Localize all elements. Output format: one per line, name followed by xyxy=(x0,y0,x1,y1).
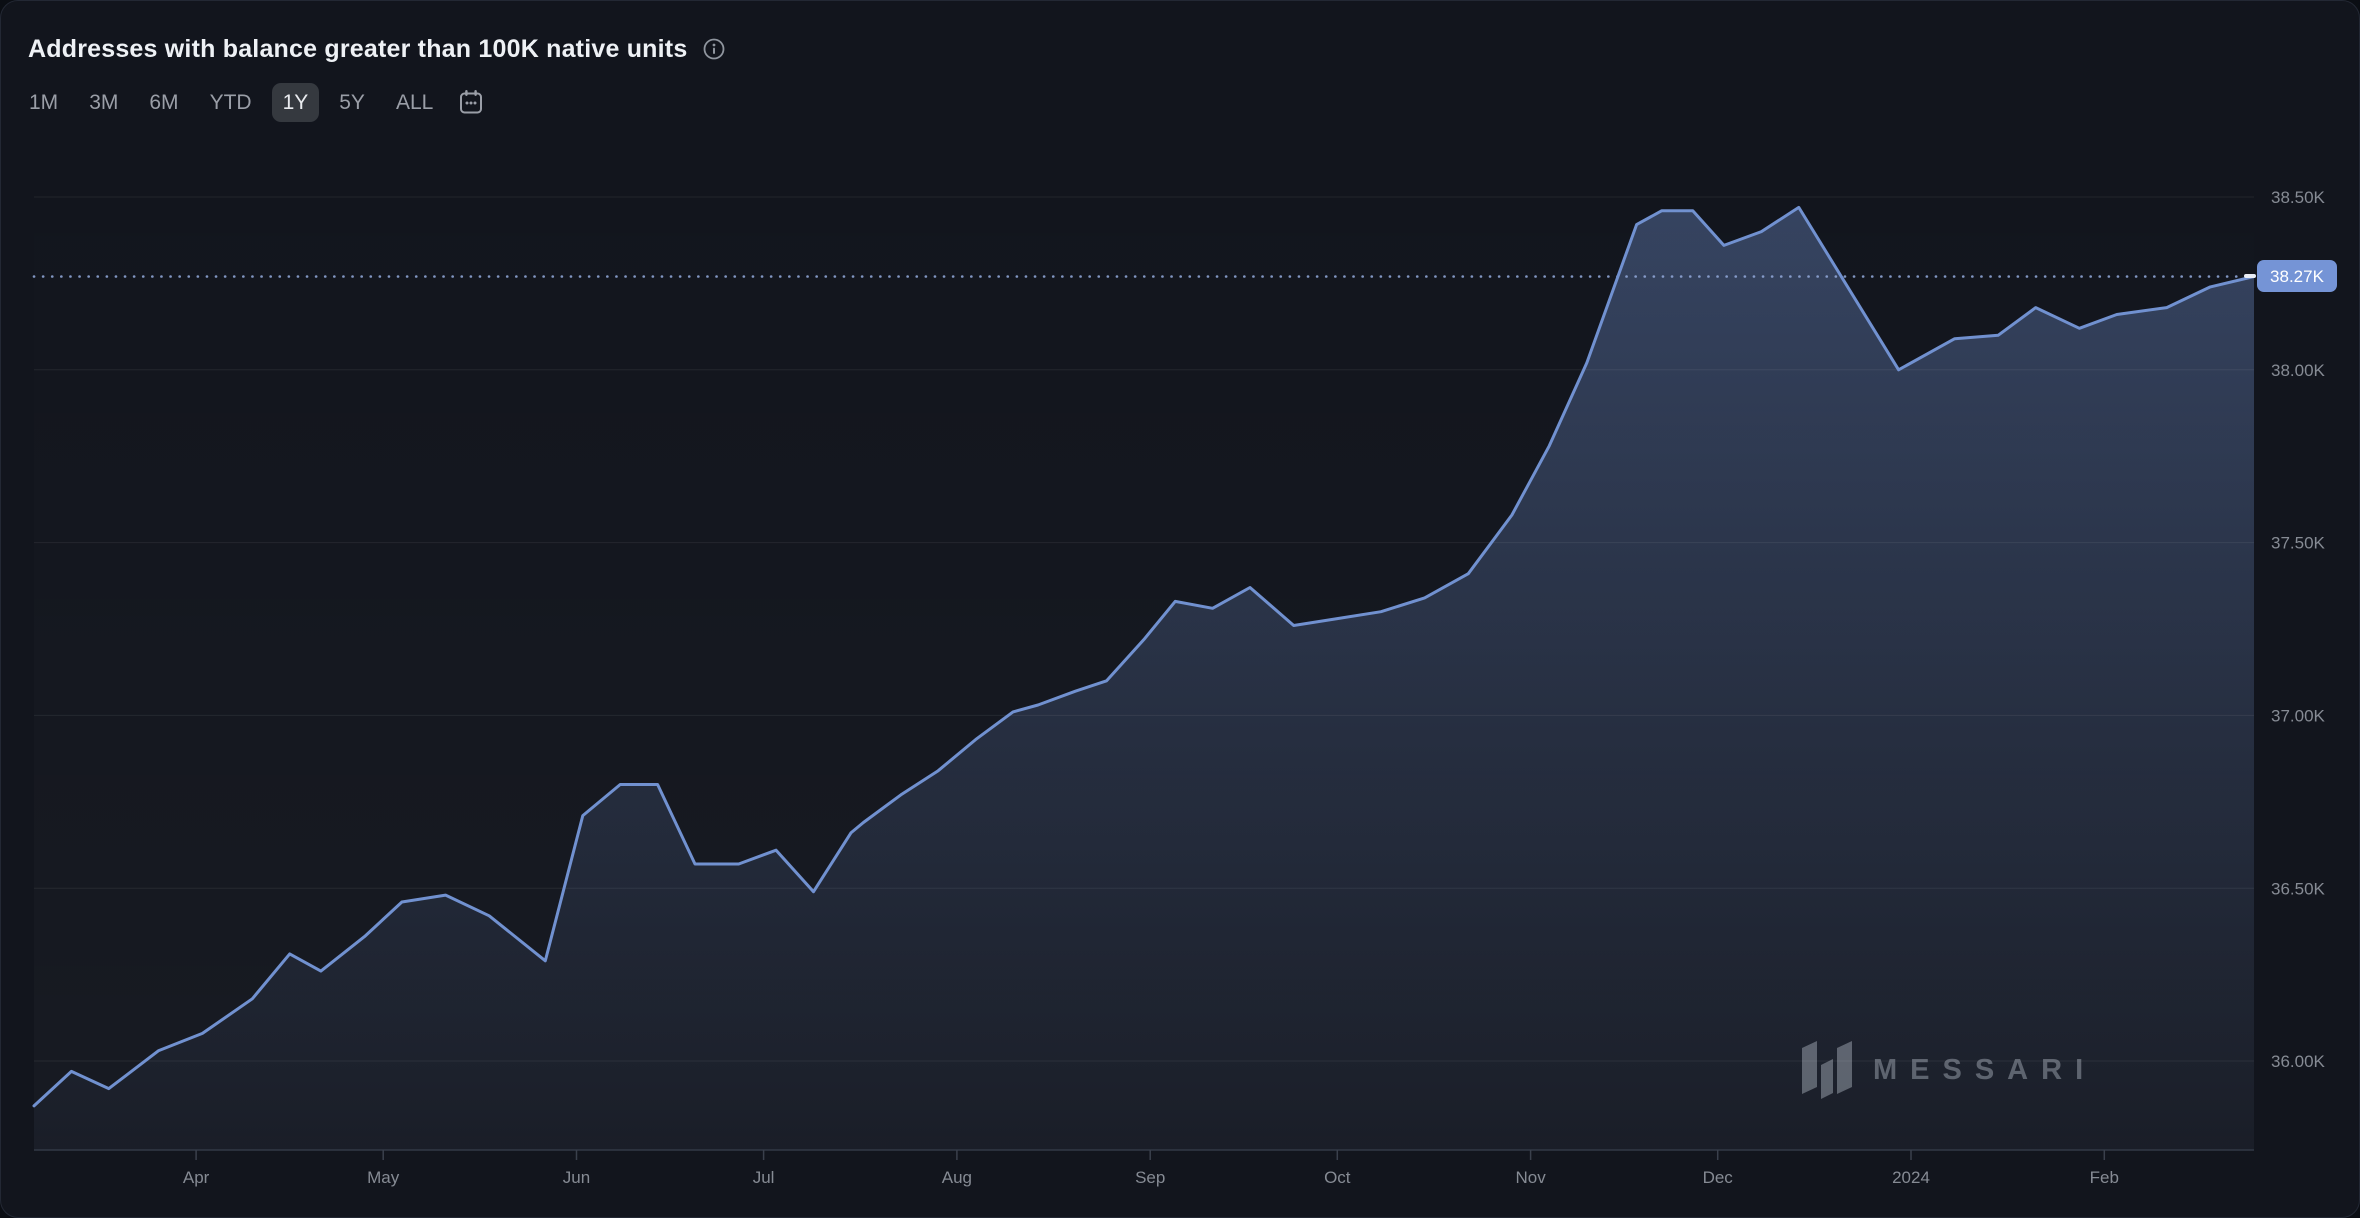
y-axis-label: 37.50K xyxy=(2271,534,2326,553)
x-axis-label: Oct xyxy=(1324,1168,1351,1187)
range-button-5y[interactable]: 5Y xyxy=(328,83,376,122)
y-axis-label: 37.00K xyxy=(2271,707,2326,726)
x-axis-label: Aug xyxy=(942,1168,972,1187)
x-axis-label: Nov xyxy=(1515,1168,1546,1187)
chart-header: Addresses with balance greater than 100K… xyxy=(28,31,726,67)
messari-logo-icon xyxy=(1821,1059,1833,1099)
range-button-1y[interactable]: 1Y xyxy=(271,83,320,122)
range-button-1m[interactable]: 1M xyxy=(18,83,69,122)
x-axis-label: Apr xyxy=(183,1168,210,1187)
y-axis-label: 38.50K xyxy=(2271,188,2326,207)
range-toolbar: 1M 3M 6M YTD 1Y 5Y ALL xyxy=(18,83,489,122)
info-icon xyxy=(704,38,725,60)
y-axis-label: 36.50K xyxy=(2271,879,2326,898)
page-title: Addresses with balance greater than 100K… xyxy=(28,34,688,63)
x-axis-label: Sep xyxy=(1135,1168,1165,1187)
x-axis-label: Dec xyxy=(1703,1168,1734,1187)
x-axis-label: Feb xyxy=(2090,1168,2119,1187)
x-axis-label: Jul xyxy=(753,1168,775,1187)
latest-value-badge: 38.27K xyxy=(2244,260,2337,292)
range-button-6m[interactable]: 6M xyxy=(138,83,189,122)
y-axis-label: 38.00K xyxy=(2271,361,2326,380)
series-line xyxy=(32,205,2256,1108)
info-button[interactable] xyxy=(702,37,726,61)
range-button-all[interactable]: ALL xyxy=(385,83,444,122)
messari-logo-icon xyxy=(1802,1041,1817,1094)
latest-value-tick xyxy=(2244,274,2256,278)
range-button-3m[interactable]: 3M xyxy=(78,83,129,122)
y-axis-label: 36.00K xyxy=(2271,1052,2326,1071)
calendar-icon xyxy=(460,90,483,114)
messari-logo-icon xyxy=(1837,1041,1852,1094)
watermark: MESSARI xyxy=(1802,1041,2096,1099)
x-axis-label: May xyxy=(367,1168,400,1187)
x-axis-label: Jun xyxy=(563,1168,590,1187)
series-area xyxy=(34,207,2254,1150)
watermark-text: MESSARI xyxy=(1873,1054,2096,1086)
calendar-button[interactable] xyxy=(453,83,489,122)
latest-value-badge-label: 38.27K xyxy=(2270,267,2325,286)
latest-value-badge-bg xyxy=(2257,260,2337,292)
range-button-ytd[interactable]: YTD xyxy=(199,83,263,122)
x-axis-label: 2024 xyxy=(1892,1168,1930,1187)
